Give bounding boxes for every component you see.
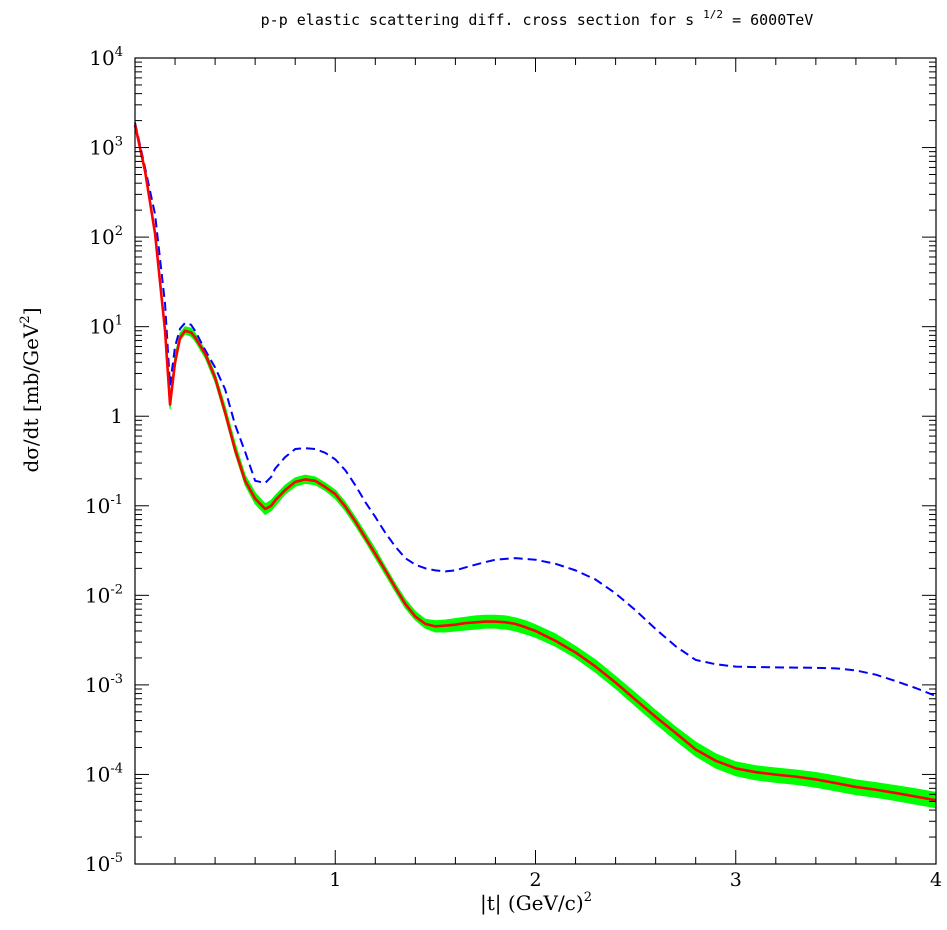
y-tick-label: 104 xyxy=(89,45,123,70)
x-axis-label-exponent: 2 xyxy=(584,890,592,905)
y-tick-label: 1 xyxy=(110,404,123,428)
y-tick-label: 101 xyxy=(89,314,123,339)
x-axis-label-text: |t| (GeV/c) xyxy=(480,891,584,916)
x-tick-label: 4 xyxy=(930,869,942,891)
x-tick-label: 3 xyxy=(730,869,742,891)
y-tick-labels: 10-5 10-4 10-3 10-2 10-1 1 101 102 103 104 xyxy=(85,45,123,876)
x-tick-label: 2 xyxy=(529,869,541,891)
x-tick-labels: 1 2 3 4 xyxy=(329,869,942,891)
y-axis-label-text: dσ/dt [mb/GeV xyxy=(19,323,43,473)
chart-title-suffix: = 6000TeV xyxy=(732,11,813,29)
chart-title: p-p elastic scattering diff. cross secti… xyxy=(261,4,814,29)
chart-title-prefix: p-p elastic scattering diff. cross secti… xyxy=(261,11,694,29)
uncertainty-band-layer xyxy=(134,122,937,809)
y-axis-label-close: ] xyxy=(19,307,43,315)
y-tick-label: 10-4 xyxy=(85,761,123,786)
x-tick-label: 1 xyxy=(329,869,341,891)
y-tick-label: 103 xyxy=(89,135,123,160)
series-line-1 xyxy=(134,122,937,698)
y-tick-label: 10-2 xyxy=(85,582,123,607)
uncertainty-band xyxy=(134,122,937,809)
y-axis-label-exponent: 2 xyxy=(18,315,33,323)
series-line-2 xyxy=(133,124,937,802)
x-axis-label: |t| (GeV/c)2 xyxy=(480,890,592,916)
tick-layer xyxy=(135,58,936,864)
y-tick-label: 10-1 xyxy=(85,493,123,518)
plot-frame xyxy=(134,57,937,865)
series-layer xyxy=(133,122,937,802)
plot-area: 1 2 3 4 10-5 10-4 10-3 10-2 10-1 1 101 102 103 104 xyxy=(85,45,942,891)
y-axis-label: dσ/dt [mb/GeV2] xyxy=(18,307,43,472)
y-tick-label: 10-3 xyxy=(85,672,123,697)
y-tick-label: 102 xyxy=(89,224,123,249)
y-tick-label: 10-5 xyxy=(85,851,123,876)
chart-title-exponent: 1/2 xyxy=(703,8,723,21)
